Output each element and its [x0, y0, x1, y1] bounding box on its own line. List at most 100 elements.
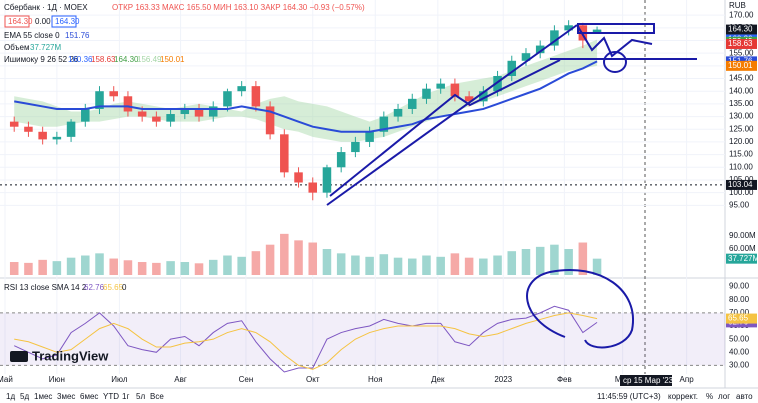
- volume-bar: [9, 262, 19, 275]
- rsi-value: 62.76: [84, 283, 105, 292]
- candle-body: [194, 108, 204, 117]
- volume-legend: Объем: [4, 43, 30, 52]
- rsi-legend: RSI 13 close SMA 14 2: [4, 283, 87, 292]
- volume-bar: [592, 258, 602, 275]
- y-tick-label: 90.00M: [729, 231, 756, 240]
- price-label-text: 164.30: [728, 25, 753, 34]
- option-button[interactable]: коррект.: [668, 392, 698, 401]
- candle-body: [479, 91, 488, 102]
- y-tick-label: 80.00: [729, 295, 750, 304]
- toolbar: 1д 5д 1мес 3мес 6мес YTD 1г 5л Все 11:45:59 (UTC+…: [6, 392, 753, 401]
- price-label: [726, 38, 757, 49]
- candle-body: [407, 98, 417, 109]
- x-tick-label: Апр: [680, 375, 695, 384]
- volume-bar: [109, 258, 118, 275]
- candle-body: [351, 141, 360, 153]
- volume-bar: [479, 258, 488, 275]
- y-tick-label: 115.00: [729, 150, 753, 159]
- range-button[interactable]: YTD: [103, 392, 119, 401]
- candle-body: [535, 45, 545, 54]
- x-tick-label: Сен: [239, 375, 254, 384]
- candle-body: [379, 116, 389, 132]
- logo[interactable]: TradingView: [32, 348, 109, 363]
- volume-bar: [493, 255, 502, 275]
- option-button[interactable]: лог: [718, 392, 730, 401]
- candle-body: [166, 114, 175, 122]
- y-tick-label: 105.00: [729, 175, 754, 184]
- volume-bar: [24, 262, 33, 275]
- range-button[interactable]: 5д: [20, 392, 29, 401]
- candle-body: [123, 96, 133, 112]
- clock: 11:45:59 (UTC+3): [597, 392, 661, 401]
- range-button[interactable]: 3мес: [57, 392, 75, 401]
- candle-body: [66, 121, 76, 137]
- rsi-value: 65.65: [103, 283, 124, 292]
- volume-bar: [507, 251, 517, 275]
- option-button[interactable]: %: [706, 392, 713, 401]
- y-tick-label: 100.00: [729, 188, 754, 197]
- symbol[interactable]: Сбербанк · 1Д · MOEX: [4, 3, 88, 12]
- candle-body: [223, 91, 232, 107]
- x-tick-label: 2023: [494, 375, 512, 384]
- candle-body: [436, 83, 445, 89]
- crosshair-label-text: ср 15 Мар '23: [623, 376, 674, 385]
- x-tick-label: Июл: [111, 375, 128, 384]
- volume-bar: [450, 253, 460, 275]
- volume-bar: [379, 254, 389, 275]
- volume-bar: [436, 256, 445, 275]
- volume-bar: [81, 255, 90, 275]
- ichimoku-cloud: [14, 39, 598, 142]
- candle-body: [550, 30, 559, 46]
- volume-bar: [38, 259, 47, 275]
- x-tick-label: Май: [0, 375, 13, 384]
- x-tick-label: Фев: [557, 375, 572, 384]
- rsi-value: 0: [122, 283, 127, 292]
- candle-body: [95, 91, 104, 109]
- volume-bar: [464, 257, 474, 275]
- ichimoku-legend: Ишимоку 9 26 52 26: [4, 55, 79, 64]
- circle: [603, 51, 627, 73]
- price-label: [726, 24, 757, 35]
- range-button[interactable]: 1г: [122, 392, 129, 401]
- price-label: [726, 60, 757, 71]
- x-tick-label: Окт: [306, 375, 320, 384]
- volume-bar: [521, 249, 531, 275]
- ema-value: 151.76: [65, 31, 90, 40]
- range-button[interactable]: 1мес: [34, 392, 52, 401]
- currency[interactable]: RUB: [729, 1, 746, 10]
- volume-bar: [237, 256, 246, 275]
- candle-body: [38, 131, 47, 140]
- volume-bar: [66, 257, 76, 275]
- option-button[interactable]: авто: [736, 392, 753, 401]
- volume-bar: [535, 246, 545, 275]
- y-tick-label: 125.00: [729, 124, 754, 133]
- drawings: [326, 23, 697, 349]
- ema-line: [14, 60, 598, 133]
- range-button[interactable]: 6мес: [80, 392, 98, 401]
- candle-body: [52, 136, 62, 140]
- candle-body: [109, 91, 118, 97]
- ema-legend: EMA 55 close 0: [4, 31, 60, 40]
- volume-bar: [152, 262, 161, 275]
- x-tick-label: Ноя: [368, 375, 383, 384]
- box: [4, 15, 30, 28]
- volume-bar: [123, 260, 133, 275]
- candle-body: [294, 172, 303, 183]
- circle: [526, 269, 635, 349]
- candle-body: [208, 106, 218, 117]
- range-button[interactable]: Все: [150, 392, 164, 401]
- price-label-text: 150.01: [728, 61, 753, 70]
- rsi-band: [0, 312, 725, 366]
- volume-label: [726, 253, 757, 264]
- volume-bar: [564, 249, 573, 275]
- volume-bar: [365, 256, 374, 275]
- candle-body: [422, 88, 431, 99]
- x-tick-label: Авг: [174, 375, 187, 384]
- ichimoku-value: 158.63: [91, 55, 116, 64]
- candle-body: [137, 111, 147, 117]
- range-button[interactable]: 5л: [136, 392, 145, 401]
- range-button[interactable]: 1д: [6, 392, 15, 401]
- candle-body: [564, 25, 573, 31]
